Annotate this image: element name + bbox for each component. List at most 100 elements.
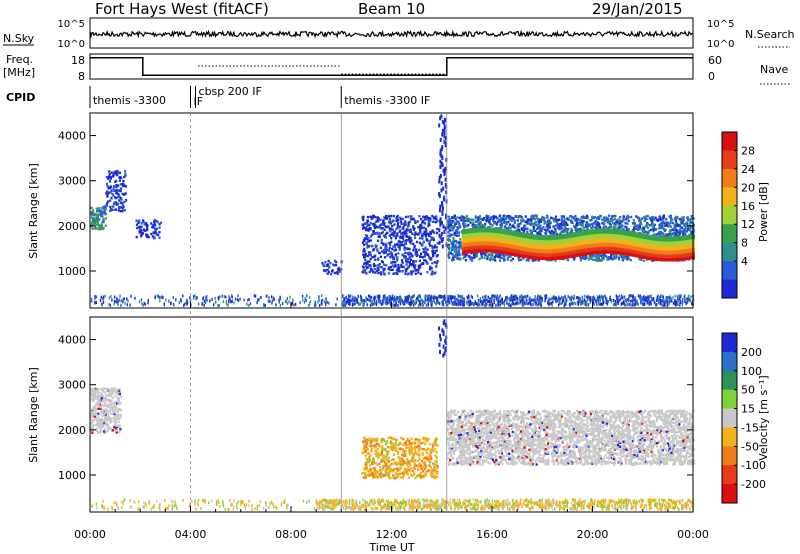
power-cell-region-1 (122, 182, 125, 186)
power-cell-region-4 (364, 255, 367, 258)
power-cell-region-5 (562, 215, 565, 218)
power-cell-region-4 (374, 244, 377, 247)
power-cell-region-5 (646, 214, 649, 218)
power-cell-region-4 (433, 272, 436, 275)
power-cell-region-5 (653, 228, 656, 231)
power-cell-region-4 (434, 221, 437, 224)
power-cell-region-5 (609, 219, 613, 222)
power-cell-region-4 (398, 248, 401, 251)
power-cell-region-4 (412, 218, 415, 221)
power-cell-region-4 (388, 227, 391, 230)
power-cell-region-2 (146, 234, 149, 237)
power-cell-region-5 (609, 223, 612, 226)
power-cell-region-5 (684, 228, 687, 231)
nsky-label: N.Sky (3, 32, 35, 45)
power-cell-region-1 (111, 208, 114, 211)
power-cell-region-5 (657, 227, 661, 230)
power-cell-region-4 (408, 263, 412, 266)
power-cell-region-4 (425, 218, 428, 221)
power-cell-region-4 (384, 244, 388, 247)
power-cell-region-5 (604, 218, 607, 221)
power-cell-region-4 (389, 222, 392, 225)
power-cell-region-4 (398, 225, 402, 228)
power-cell-region-5 (517, 224, 521, 228)
power-cell-region-5 (534, 223, 538, 227)
power-cell-region-5 (560, 224, 563, 228)
power-cell-region-5 (449, 225, 452, 228)
power-cell-region-5 (477, 225, 480, 228)
power-cell-region-5 (664, 224, 667, 227)
power-cell-region-5 (498, 253, 501, 257)
power-cell-region-5 (692, 223, 695, 227)
power-cell-region-5 (614, 253, 617, 256)
power-cell-region-4 (369, 254, 372, 257)
power-cell-region-4 (418, 232, 421, 235)
power-cell-region-1 (109, 177, 112, 180)
power-cell-region-4 (418, 259, 421, 262)
power-cell-region-2 (158, 231, 161, 234)
power-cell-region-5 (455, 222, 458, 225)
power-cell-region-0 (98, 227, 101, 231)
power-cell-region-5 (505, 223, 508, 226)
power-cell-region-4 (365, 241, 368, 244)
power-cell-region-4 (419, 218, 423, 221)
power-cell-region-5 (547, 228, 550, 231)
power-cell-region-5 (678, 218, 681, 221)
power-cell-region-4 (391, 254, 394, 257)
power-cell-region-5 (672, 233, 676, 237)
power-cell-region-4 (383, 216, 386, 219)
power-cell-region-1 (123, 200, 126, 204)
power-cell-region-5 (655, 228, 658, 231)
power-cell-region-4 (366, 223, 369, 226)
power-cell-region-5 (483, 256, 486, 259)
power-cell-region-5 (490, 253, 493, 256)
power-cell-region-0 (100, 209, 103, 212)
cpid-segment-label-3: themis -3300 IF (344, 94, 430, 107)
power-cell-region-5 (448, 239, 451, 242)
power-cell-region-4 (403, 232, 406, 235)
power-cell-region-4 (389, 265, 393, 269)
power-cell-region-3 (322, 269, 325, 272)
power-cell-region-0 (95, 207, 98, 210)
power-cell-region-5 (453, 239, 456, 243)
power-cell-region-4 (374, 224, 377, 227)
power-cell-region-1 (119, 187, 123, 190)
power-cell-region-5 (625, 218, 628, 221)
power-cell-region-5 (622, 228, 625, 231)
power-cell-region-5 (554, 227, 557, 231)
power-cell-region-2 (138, 228, 141, 231)
power-cell-region-5 (656, 218, 659, 221)
power-cell-region-5 (497, 219, 500, 222)
power-cell-region-5 (543, 216, 546, 220)
power-cell-region-2 (153, 220, 156, 223)
power-cell-region-5 (643, 219, 646, 223)
power-cell-region-5 (686, 227, 690, 231)
power-cell-region-4 (405, 247, 408, 250)
power-cell-region-5 (517, 256, 520, 259)
power-cell-region-5 (645, 217, 648, 221)
nsearch-label: N.Search (745, 28, 795, 41)
power-cell-region-5 (575, 227, 578, 230)
power-cell-region-5 (682, 216, 685, 219)
power-cell-region-5 (590, 219, 593, 222)
power-cell-region-5 (522, 230, 525, 233)
power-cell-region-1 (105, 182, 109, 186)
power-cell-region-4 (387, 215, 390, 218)
power-cell-region-4 (431, 246, 434, 249)
power-cell-region-5 (615, 255, 618, 258)
power-cell-region-4 (433, 252, 437, 255)
power-cell-region-4 (366, 262, 369, 265)
power-cell-region-5 (494, 259, 497, 262)
power-data (90, 114, 696, 308)
power-cell-region-4 (362, 227, 365, 230)
power-cell-region-5 (599, 226, 602, 229)
power-cell-region-5 (457, 241, 460, 245)
power-cell-region-1 (118, 196, 121, 199)
power-cell-region-4 (417, 264, 420, 268)
power-cell-region-4 (415, 232, 418, 236)
power-cell-region-4 (413, 227, 416, 230)
power-cell-region-5 (609, 257, 612, 260)
power-cell-region-4 (380, 227, 383, 230)
power-bg (90, 113, 693, 308)
power-cell-region-4 (414, 219, 417, 222)
